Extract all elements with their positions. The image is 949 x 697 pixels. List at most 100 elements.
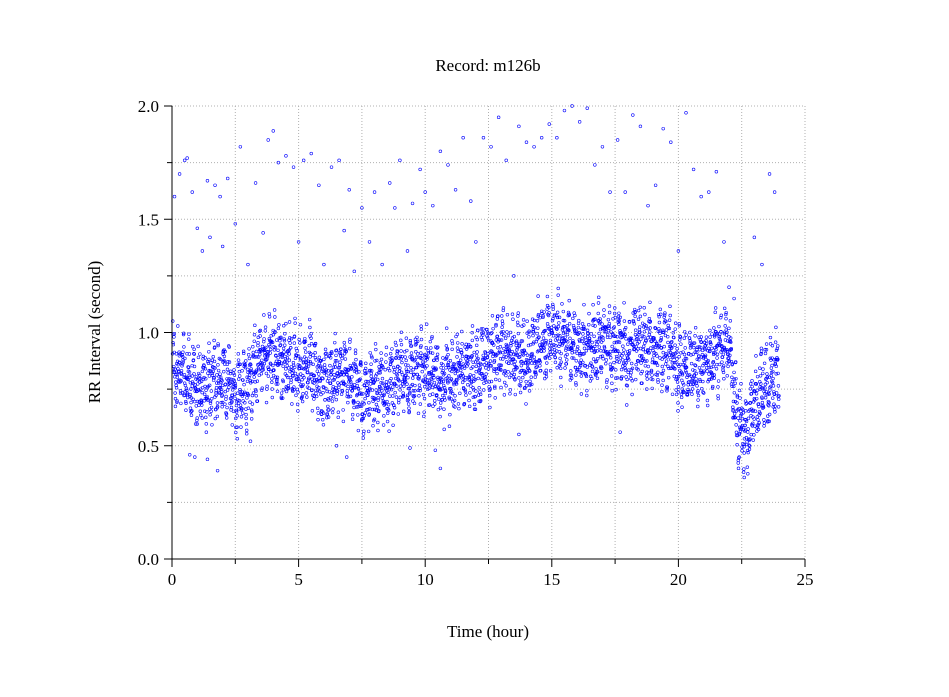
rr-point xyxy=(239,415,244,419)
rr-point xyxy=(473,407,478,412)
rr-point xyxy=(307,376,311,380)
rr-point xyxy=(658,331,662,335)
rr-point xyxy=(722,330,727,334)
rr-point xyxy=(195,418,199,423)
rr-point xyxy=(760,396,764,400)
rr-point xyxy=(761,405,766,410)
rr-point xyxy=(436,407,441,412)
rr-point xyxy=(421,392,426,397)
rr-point xyxy=(391,423,395,427)
rr-point xyxy=(745,465,750,469)
rr-point xyxy=(512,368,516,372)
rr-point xyxy=(432,375,436,380)
rr-point xyxy=(321,391,325,395)
rr-point xyxy=(608,362,612,366)
rr-point xyxy=(574,383,578,387)
rr-point xyxy=(627,349,632,353)
rr-point xyxy=(504,384,508,388)
rr-point xyxy=(201,357,205,361)
rr-point xyxy=(407,406,411,410)
rr-point xyxy=(444,356,449,361)
rr-point xyxy=(621,344,625,348)
rr-point xyxy=(672,360,676,365)
rr-point xyxy=(382,392,386,397)
rr-point xyxy=(609,330,613,334)
rr-point xyxy=(458,391,462,396)
rr-point xyxy=(286,384,291,388)
rr-point xyxy=(376,420,380,425)
rr-point xyxy=(620,358,625,362)
rr-point xyxy=(441,369,445,373)
rr-point xyxy=(262,361,267,366)
rr-point xyxy=(184,408,188,412)
rr-point xyxy=(476,356,480,361)
rr-point xyxy=(265,384,269,389)
rr-point xyxy=(178,361,182,365)
rr-point xyxy=(623,368,628,372)
rr-point xyxy=(331,387,335,391)
rr-point xyxy=(453,405,457,409)
rr-point xyxy=(502,346,506,351)
rr-point xyxy=(423,359,428,363)
rr-point xyxy=(734,430,739,435)
rr-point xyxy=(609,356,613,360)
rr-point xyxy=(682,352,687,357)
rr-point xyxy=(565,352,569,357)
rr-point xyxy=(744,409,748,413)
rr-point xyxy=(607,326,611,330)
rr-point xyxy=(528,382,533,386)
rr-point xyxy=(720,344,724,348)
rr-point xyxy=(716,396,720,401)
rr-point xyxy=(543,342,548,346)
rr-point xyxy=(376,377,380,382)
rr-point xyxy=(307,317,312,322)
rr-point xyxy=(499,338,504,342)
rr-point xyxy=(424,322,429,326)
rr-point xyxy=(509,361,514,365)
rr-point xyxy=(365,379,370,384)
rr-point xyxy=(275,379,279,383)
rr-point xyxy=(744,436,749,440)
rr-point xyxy=(216,381,221,385)
rr-point xyxy=(634,345,638,349)
rr-point xyxy=(256,343,260,348)
rr-point xyxy=(759,382,763,386)
rr-point xyxy=(741,411,745,415)
rr-point xyxy=(312,397,316,401)
rr-point xyxy=(573,313,577,318)
rr-point xyxy=(325,415,329,420)
rr-point xyxy=(328,356,333,360)
rr-point xyxy=(316,411,320,415)
rr-point xyxy=(355,392,360,397)
rr-point xyxy=(668,304,672,309)
rr-point xyxy=(438,406,443,410)
rr-point xyxy=(321,411,326,415)
rr-point xyxy=(400,354,404,359)
rr-point xyxy=(731,399,736,404)
rr-point xyxy=(210,423,214,427)
rr-point xyxy=(644,374,649,378)
rr-point xyxy=(574,329,579,333)
rr-point xyxy=(724,310,728,315)
rr-point xyxy=(176,324,180,328)
rr-point xyxy=(378,371,382,375)
rr-point xyxy=(435,393,439,398)
rr-point xyxy=(650,373,654,377)
rr-point xyxy=(497,363,501,367)
rr-point xyxy=(606,317,611,322)
rr-point xyxy=(196,355,201,360)
rr-point xyxy=(624,337,628,341)
rr-point xyxy=(598,327,603,332)
rr-point xyxy=(293,316,297,321)
rr-point xyxy=(773,410,777,414)
rr-point xyxy=(204,377,208,381)
rr-point xyxy=(280,354,284,358)
rr-point xyxy=(254,389,258,393)
rr-point xyxy=(667,353,671,357)
rr-point xyxy=(476,328,480,333)
rr-point xyxy=(173,404,178,409)
rr-point xyxy=(243,401,247,405)
rr-point xyxy=(429,372,434,376)
rr-point xyxy=(548,350,552,354)
rr-point xyxy=(728,353,732,358)
